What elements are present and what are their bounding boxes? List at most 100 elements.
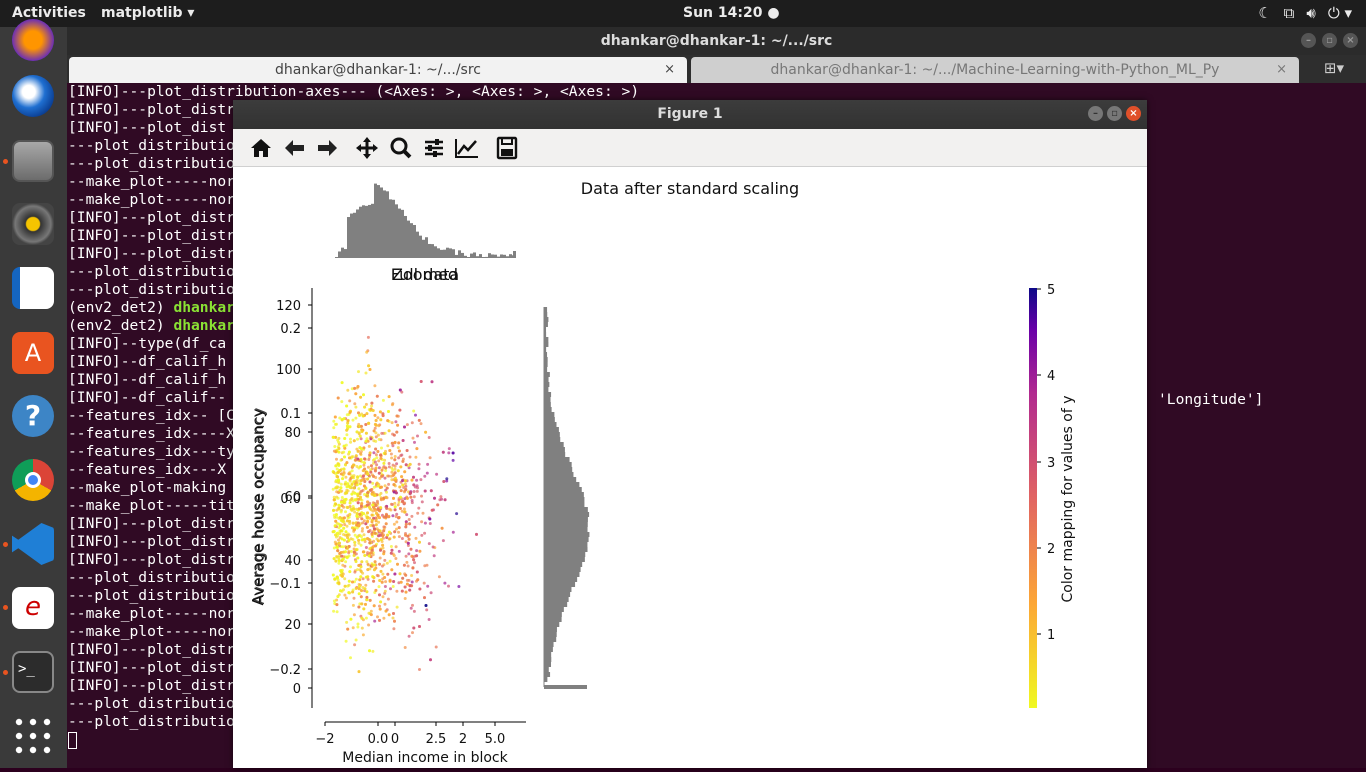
forward-icon[interactable]	[313, 135, 341, 161]
data-point	[397, 516, 401, 519]
data-point	[334, 450, 338, 454]
y-tick-label: 0.2	[280, 322, 301, 337]
new-tab-icon[interactable]: ⊞▾	[1323, 59, 1344, 77]
chart-title: Data after standard scaling	[581, 179, 799, 198]
clock[interactable]: Sun 14:20 ●	[683, 5, 780, 21]
data-point	[365, 516, 369, 520]
rhythmbox-icon[interactable]	[12, 203, 54, 245]
data-point	[332, 419, 336, 423]
configure-icon[interactable]	[420, 135, 448, 161]
data-point	[408, 492, 412, 496]
data-point	[387, 613, 391, 617]
firefox-icon[interactable]	[12, 19, 54, 61]
histogram-bar	[362, 205, 365, 258]
data-point	[378, 607, 382, 611]
data-point	[451, 458, 455, 462]
terminal-cursor	[68, 732, 77, 749]
tab-close-button[interactable]: ×	[664, 62, 675, 77]
data-point	[369, 468, 373, 472]
app-menu[interactable]: matplotlib ▾	[101, 5, 195, 21]
data-point	[412, 483, 416, 487]
data-point	[383, 576, 387, 579]
data-point	[394, 478, 397, 482]
data-point	[340, 504, 344, 507]
data-point	[363, 587, 367, 591]
data-point	[353, 510, 357, 514]
data-point	[376, 507, 380, 511]
y-tick-label: 0.0	[280, 492, 301, 507]
data-point	[359, 452, 362, 455]
tab-close-button[interactable]: ×	[1276, 62, 1287, 77]
axes-edit-icon[interactable]	[453, 135, 481, 161]
help-icon[interactable]: ?	[12, 395, 54, 437]
home-icon[interactable]	[247, 135, 275, 161]
pan-icon[interactable]	[353, 135, 381, 161]
data-point	[340, 400, 344, 404]
data-point	[407, 634, 411, 638]
data-point	[415, 447, 419, 451]
data-point	[348, 410, 352, 414]
terminal-icon[interactable]: >_	[12, 651, 54, 693]
data-point	[377, 471, 381, 475]
terminal-line: ---plot_distributio	[68, 695, 235, 712]
data-point	[334, 435, 338, 439]
data-point	[423, 474, 427, 478]
data-point	[424, 604, 428, 607]
data-point	[407, 537, 411, 541]
data-point	[361, 577, 365, 581]
data-point	[414, 536, 418, 540]
figure-close-button[interactable]: ×	[1126, 106, 1141, 121]
data-point	[364, 439, 368, 443]
histogram-bar	[482, 257, 485, 258]
data-point	[393, 572, 397, 576]
data-point	[392, 522, 396, 526]
activities-button[interactable]: Activities	[12, 5, 86, 21]
data-point	[336, 576, 339, 580]
data-point	[336, 396, 340, 400]
files-icon[interactable]	[12, 140, 54, 182]
software-icon[interactable]: A	[12, 332, 54, 374]
document-viewer-icon[interactable]: e	[12, 587, 54, 629]
data-point	[376, 539, 380, 543]
data-point	[379, 453, 383, 457]
main-axes	[311, 288, 526, 723]
data-point	[360, 626, 364, 630]
data-point	[367, 623, 371, 627]
back-icon[interactable]	[281, 135, 309, 161]
data-point	[334, 486, 338, 490]
thunderbird-icon[interactable]	[12, 75, 54, 117]
writer-icon[interactable]	[12, 267, 54, 309]
data-point	[401, 499, 405, 503]
data-point	[428, 517, 432, 521]
close-button[interactable]: ×	[1343, 33, 1358, 48]
tab-ml-py[interactable]: dhankar@dhankar-1: ~/.../Machine-Learnin…	[691, 57, 1299, 83]
system-tray[interactable]: ☾ ⧉ 🔊︎ ⏻ ▾	[1258, 4, 1352, 22]
figure-maximize-button[interactable]: ▫	[1107, 106, 1122, 121]
maximize-button[interactable]: ▫	[1322, 33, 1337, 48]
data-point	[347, 472, 351, 476]
data-point	[360, 538, 364, 542]
figure-minimize-button[interactable]: –	[1088, 106, 1103, 121]
prompt-user: dhankar	[173, 317, 235, 334]
show-apps-icon[interactable]	[12, 715, 54, 757]
minimize-button[interactable]: –	[1301, 33, 1316, 48]
data-point	[408, 588, 412, 592]
data-point	[356, 568, 359, 572]
data-point	[336, 462, 340, 466]
data-point	[374, 435, 378, 439]
data-point	[345, 428, 349, 432]
zoom-icon[interactable]	[387, 135, 415, 161]
data-point	[354, 577, 358, 581]
tab-src[interactable]: dhankar@dhankar-1: ~/.../src ×	[69, 57, 687, 83]
data-point	[354, 481, 358, 485]
data-point	[376, 433, 380, 437]
vscode-icon[interactable]	[12, 523, 54, 565]
data-point	[332, 530, 336, 533]
data-point	[336, 496, 340, 500]
save-icon[interactable]	[493, 135, 521, 161]
histogram-bar	[544, 557, 585, 562]
figure-canvas[interactable]: Data after standard scaling Zoomed Full …	[233, 167, 1147, 768]
histogram-bar	[544, 612, 562, 617]
data-point	[362, 474, 365, 478]
data-point	[426, 462, 430, 466]
